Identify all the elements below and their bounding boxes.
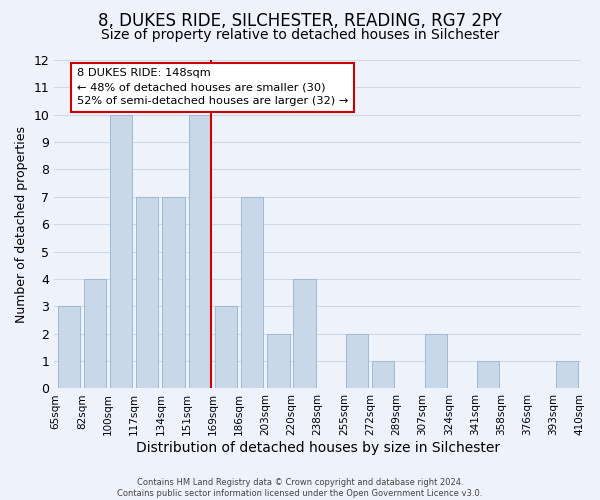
- Text: Size of property relative to detached houses in Silchester: Size of property relative to detached ho…: [101, 28, 499, 42]
- Text: 8, DUKES RIDE, SILCHESTER, READING, RG7 2PY: 8, DUKES RIDE, SILCHESTER, READING, RG7 …: [98, 12, 502, 30]
- Bar: [425, 334, 447, 388]
- Bar: [188, 114, 211, 388]
- Bar: [136, 197, 158, 388]
- Bar: [84, 279, 106, 388]
- Bar: [58, 306, 80, 388]
- Bar: [477, 361, 499, 388]
- Bar: [372, 361, 394, 388]
- Bar: [110, 114, 132, 388]
- Bar: [556, 361, 578, 388]
- Text: Contains HM Land Registry data © Crown copyright and database right 2024.
Contai: Contains HM Land Registry data © Crown c…: [118, 478, 482, 498]
- Y-axis label: Number of detached properties: Number of detached properties: [15, 126, 28, 322]
- Bar: [241, 197, 263, 388]
- Text: 8 DUKES RIDE: 148sqm
← 48% of detached houses are smaller (30)
52% of semi-detac: 8 DUKES RIDE: 148sqm ← 48% of detached h…: [77, 68, 348, 106]
- Bar: [346, 334, 368, 388]
- Bar: [215, 306, 237, 388]
- X-axis label: Distribution of detached houses by size in Silchester: Distribution of detached houses by size …: [136, 441, 500, 455]
- Bar: [267, 334, 290, 388]
- Bar: [293, 279, 316, 388]
- Bar: [163, 197, 185, 388]
